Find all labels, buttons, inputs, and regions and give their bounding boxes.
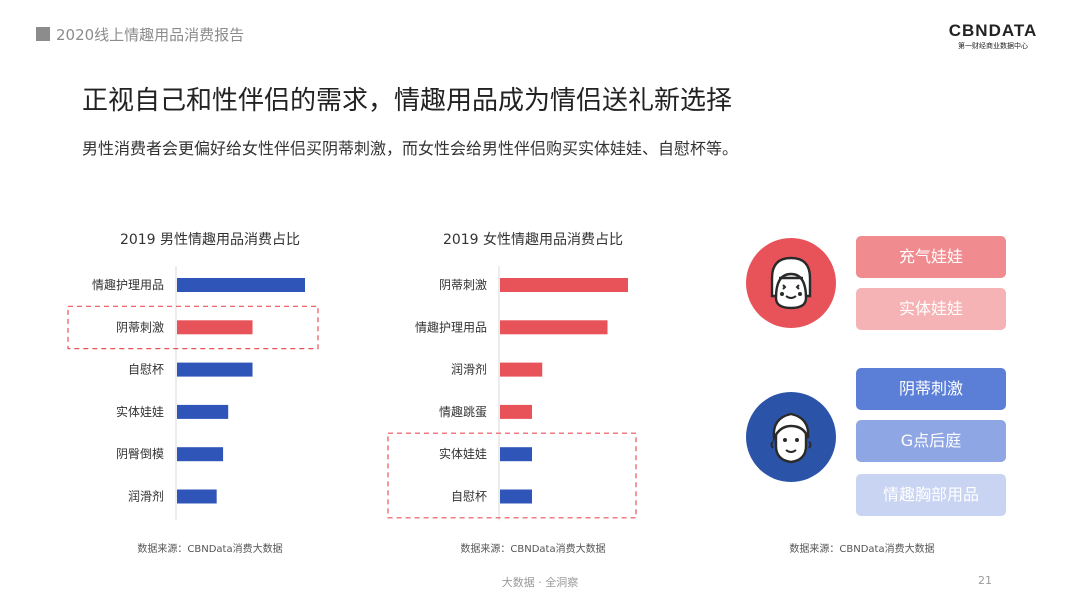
woman-face-drawing — [770, 256, 812, 310]
category-label: 自慰杯 — [128, 363, 164, 377]
logo-name: CBNDATA — [948, 21, 1038, 40]
cbndata-logo: CBNDATA 第一财经商业数据中心 — [938, 22, 1048, 52]
category-label: 自慰杯 — [451, 490, 487, 504]
woman-face-icon — [746, 238, 836, 328]
female-chart-title: 2019 女性情趣用品消费占比 — [442, 232, 624, 248]
logo-tagline: 第一财经商业数据中心 — [958, 42, 1028, 50]
category-label: 阴蒂刺激 — [439, 278, 487, 292]
female-consumption-chart: 阴蒂刺激情趣护理用品润滑剂情趣跳蛋实体娃娃自慰杯 2019 女性情趣用品消费占比 — [383, 222, 683, 552]
male-item-clitoral-stimulation: 阴蒂刺激 — [856, 368, 1006, 410]
bar — [500, 404, 532, 419]
highlight-dashed-box — [67, 305, 319, 350]
man-face-drawing — [770, 412, 812, 464]
male-chart-source: 数据来源：CBNData消费大数据 — [137, 544, 283, 555]
category-label: 实体娃娃 — [439, 446, 487, 461]
category-label: 润滑剂 — [128, 489, 164, 504]
bar — [500, 447, 532, 462]
bar — [500, 278, 628, 292]
bar — [177, 489, 217, 504]
bar — [500, 320, 608, 335]
report-title: 2020线上情趣用品消费报告 — [56, 26, 245, 44]
category-label: 情趣护理用品 — [415, 319, 487, 334]
bar — [177, 320, 253, 335]
category-label: 实体娃娃 — [116, 404, 164, 419]
male-chart-title: 2019 男性情趣用品消费占比 — [119, 232, 301, 248]
right-panel-source: 数据来源：CBNData消费大数据 — [789, 544, 935, 555]
bar — [500, 362, 543, 377]
male-item-gspot-anal: G点后庭 — [856, 420, 1006, 462]
bar — [177, 362, 253, 377]
page-subtitle: 男性消费者会更偏好给女性伴侣买阴蒂刺激，而女性会给男性伴侣购买实体娃娃、自慰杯等… — [82, 139, 739, 158]
bar — [177, 447, 224, 462]
male-item-chest-products: 情趣胸部用品 — [856, 474, 1006, 516]
category-label: 情趣跳蛋 — [439, 404, 487, 419]
bar — [177, 278, 305, 292]
category-label: 情趣护理用品 — [92, 277, 164, 292]
header-square-icon — [36, 27, 50, 41]
highlight-dashed-box — [387, 432, 637, 519]
female-item-inflatable-doll: 充气娃娃 — [856, 236, 1006, 278]
bar — [500, 489, 532, 504]
bar — [177, 404, 229, 419]
man-face-icon — [746, 392, 836, 482]
category-label: 阴臀倒模 — [116, 447, 164, 461]
female-chart-source: 数据来源：CBNData消费大数据 — [460, 544, 606, 555]
page-title: 正视自己和性伴侣的需求，情趣用品成为情侣送礼新选择 — [82, 86, 733, 116]
male-consumption-chart: 情趣护理用品阴蒂刺激自慰杯实体娃娃阴臀倒模润滑剂 2019 男性情趣用品消费占比 — [60, 222, 360, 552]
female-item-real-doll: 实体娃娃 — [856, 288, 1006, 330]
footer-slogan: 大数据 · 全洞察 — [501, 576, 579, 589]
page-number: 21 — [978, 574, 992, 587]
category-label: 润滑剂 — [451, 362, 487, 377]
category-label: 阴蒂刺激 — [116, 320, 164, 334]
